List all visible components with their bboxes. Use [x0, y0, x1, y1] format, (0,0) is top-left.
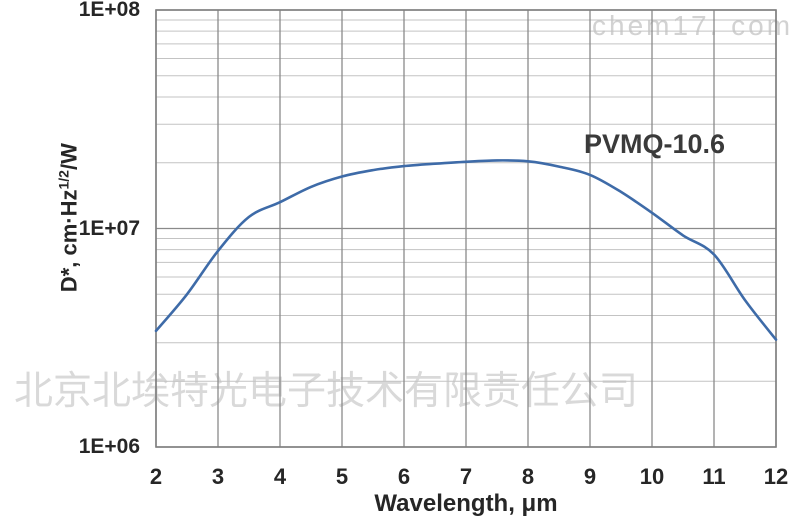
y-tick-label: 1E+08: [78, 0, 140, 21]
x-tick-label: 7: [459, 464, 473, 489]
x-tick-label: 4: [273, 464, 287, 489]
x-axis-title: Wavelength, μm: [374, 490, 558, 517]
y-axis-title-superscript: 1/2: [55, 170, 72, 190]
x-tick-label: 3: [211, 464, 225, 489]
y-tick-label: 1E+06: [78, 435, 140, 458]
y-axis-title-suffix: /W: [56, 143, 82, 171]
x-tick-label: 11: [702, 464, 726, 489]
x-tick-label: 9: [583, 464, 597, 489]
x-tick-label: 2: [149, 464, 163, 489]
x-tick-label: 10: [639, 464, 665, 489]
y-tick-label: 1E+07: [78, 216, 140, 240]
plot-border: [155, 9, 777, 448]
x-tick-label: 5: [335, 464, 349, 489]
x-tick-label: 12: [763, 464, 789, 489]
y-axis-title-prefix: D*, cm·Hz: [56, 189, 82, 293]
x-tick-label: 8: [521, 464, 535, 489]
series-label: PVMQ-10.6: [584, 129, 726, 159]
x-tick-label: 6: [397, 464, 411, 489]
dstar-curve: [154, 159, 778, 341]
